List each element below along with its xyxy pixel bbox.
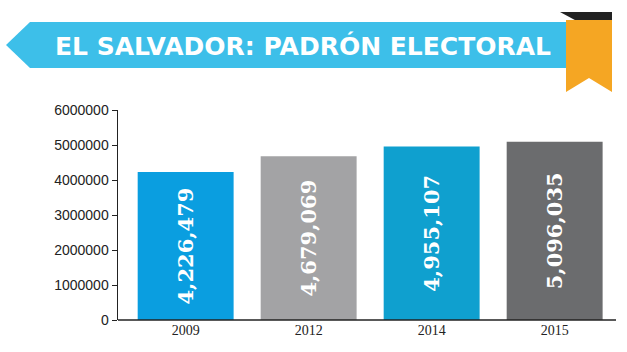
svg-text:2015: 2015 bbox=[541, 323, 569, 338]
svg-text:4,955,107: 4,955,107 bbox=[419, 175, 444, 292]
svg-text:5,096,035: 5,096,035 bbox=[542, 172, 567, 289]
svg-text:6000000: 6000000 bbox=[54, 102, 109, 118]
svg-text:2012: 2012 bbox=[295, 323, 323, 338]
svg-text:2009: 2009 bbox=[172, 323, 200, 338]
svg-text:5000000: 5000000 bbox=[54, 137, 109, 153]
svg-text:3000000: 3000000 bbox=[54, 207, 109, 223]
svg-text:0: 0 bbox=[101, 312, 109, 328]
svg-text:2014: 2014 bbox=[418, 323, 446, 338]
svg-text:4,226,479: 4,226,479 bbox=[173, 188, 198, 305]
svg-text:4000000: 4000000 bbox=[54, 172, 109, 188]
svg-text:2000000: 2000000 bbox=[54, 242, 109, 258]
svg-text:EL SALVADOR: PADRÓN ELECTORAL: EL SALVADOR: PADRÓN ELECTORAL bbox=[55, 31, 551, 61]
svg-text:4,679,069: 4,679,069 bbox=[296, 180, 321, 297]
svg-text:1000000: 1000000 bbox=[54, 277, 109, 293]
